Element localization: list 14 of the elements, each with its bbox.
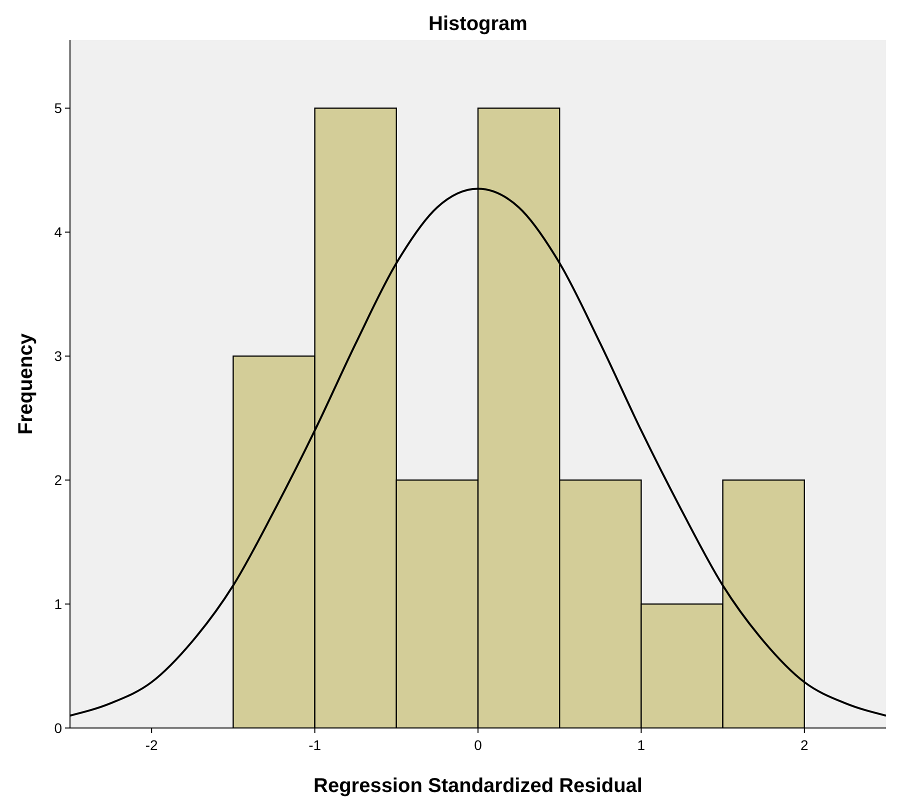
y-tick-label: 1 xyxy=(54,596,62,612)
y-tick-label: 3 xyxy=(54,348,62,364)
x-tick-label: 1 xyxy=(637,737,646,753)
x-tick-label: 0 xyxy=(474,737,482,753)
y-tick-label: 0 xyxy=(54,720,62,736)
x-tick-label: -1 xyxy=(308,737,322,753)
x-axis-title: Regression Standardized Residual xyxy=(314,775,642,797)
x-tick-label: -2 xyxy=(145,737,158,753)
y-tick-label: 2 xyxy=(54,472,62,488)
y-axis-title: Frequency xyxy=(15,332,37,435)
x-tick-label: 2 xyxy=(800,737,808,753)
chart-title: Histogram xyxy=(428,13,528,35)
y-tick-label: 5 xyxy=(54,100,62,116)
y-tick-label: 4 xyxy=(54,224,62,240)
